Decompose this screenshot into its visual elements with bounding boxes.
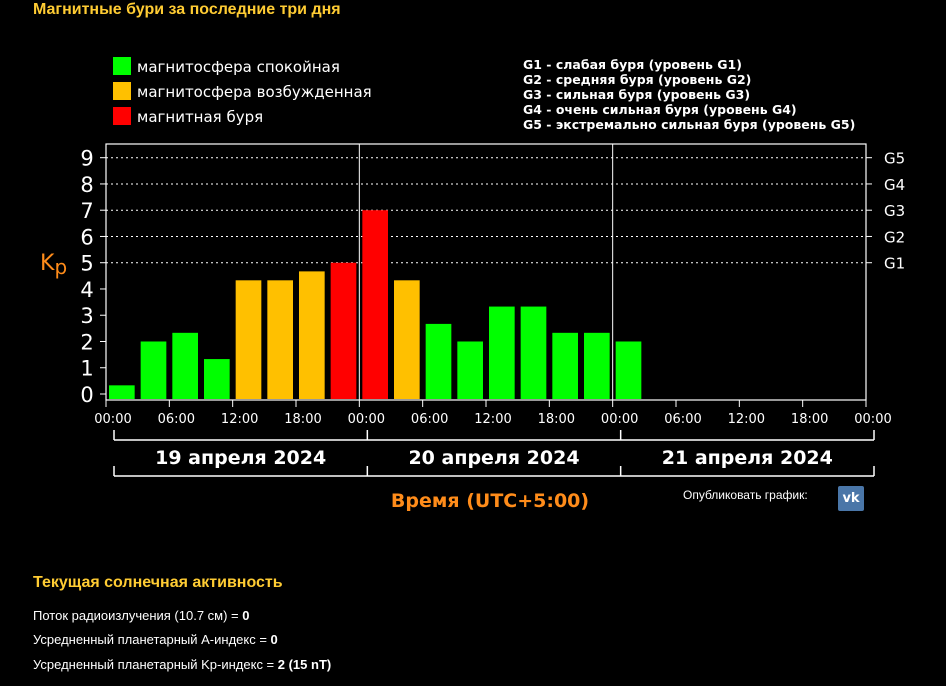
y-axis-label: Kp bbox=[40, 251, 67, 279]
g-level-label: G5 bbox=[884, 150, 905, 168]
day-label: 20 апреля 2024 bbox=[408, 447, 579, 469]
x-tick-label: 12:00 bbox=[474, 412, 511, 427]
legend-label-quiet: магнитосфера спокойная bbox=[137, 58, 340, 76]
kp-bar bbox=[235, 280, 262, 399]
radio-flux-label: Поток радиоизлучения (10.7 см) = bbox=[33, 608, 243, 623]
y-tick-label: 6 bbox=[80, 225, 93, 249]
solar-activity-title: Текущая солнечная активность bbox=[33, 574, 283, 591]
kp-bar bbox=[520, 306, 547, 399]
g-level-label: G1 bbox=[884, 255, 905, 273]
y-tick-label: 3 bbox=[80, 304, 93, 328]
day-label: 19 апреля 2024 bbox=[155, 447, 326, 469]
kp-bar bbox=[267, 280, 293, 399]
g-level-label: G2 bbox=[884, 228, 905, 246]
x-tick-label: 18:00 bbox=[538, 412, 575, 427]
day-label: 21 апреля 2024 bbox=[662, 447, 833, 469]
kp-bar bbox=[552, 332, 578, 399]
kp-bar bbox=[330, 262, 357, 399]
y-tick-label: 7 bbox=[80, 199, 93, 223]
vk-icon: vk bbox=[842, 491, 860, 506]
a-index-value: 0 bbox=[270, 632, 278, 647]
kp-bar bbox=[140, 341, 167, 399]
g-legend-item: G1 - слабая буря (уровень G1) bbox=[523, 57, 742, 72]
g-legend-item: G5 - экстремально сильная буря (уровень … bbox=[523, 117, 855, 132]
x-tick-label: 06:00 bbox=[158, 412, 195, 427]
kp-bar bbox=[362, 210, 388, 399]
kp-bar bbox=[109, 385, 135, 399]
y-tick-label: 1 bbox=[80, 357, 93, 381]
x-tick-label: 06:00 bbox=[664, 412, 701, 427]
vk-share-button[interactable]: vk bbox=[838, 486, 864, 511]
x-tick-label: 18:00 bbox=[284, 412, 321, 427]
kp-bar bbox=[457, 341, 483, 399]
g-level-label: G3 bbox=[884, 202, 905, 220]
x-tick-label: 00:00 bbox=[348, 412, 385, 427]
g-legend-item: G4 - очень сильная буря (уровень G4) bbox=[523, 102, 797, 117]
x-tick-label: 00:00 bbox=[601, 412, 638, 427]
kp-bar bbox=[615, 341, 642, 399]
x-tick-label: 12:00 bbox=[728, 412, 765, 427]
page-title: Магнитные бури за последние три дня bbox=[33, 1, 341, 18]
x-tick-label: 06:00 bbox=[411, 412, 448, 427]
legend-label-storm: магнитная буря bbox=[137, 108, 263, 126]
kp-bar bbox=[489, 306, 515, 399]
kp-bar bbox=[204, 359, 230, 399]
radio-flux-stat: Поток радиоизлучения (10.7 см) = 0 bbox=[33, 608, 249, 623]
x-tick-label: 18:00 bbox=[791, 412, 828, 427]
publish-chart-label: Опубликовать график: bbox=[683, 488, 808, 502]
a-index-label: Усредненный планетарный А-индекс = bbox=[33, 632, 271, 647]
kp-bar bbox=[425, 323, 452, 399]
legend-swatch-excited bbox=[113, 82, 131, 100]
kp-index-value: 2 (15 nT) bbox=[277, 657, 332, 672]
kp-bar bbox=[394, 280, 420, 399]
radio-flux-value: 0 bbox=[242, 608, 250, 623]
y-tick-label: 0 bbox=[80, 383, 93, 407]
x-tick-label: 00:00 bbox=[854, 412, 891, 427]
y-tick-label: 4 bbox=[80, 278, 93, 302]
kp-bar bbox=[172, 332, 198, 399]
g-legend-item: G2 - средняя буря (уровень G2) bbox=[523, 72, 751, 87]
kp-bar bbox=[299, 271, 325, 399]
y-tick-label: 9 bbox=[80, 147, 93, 171]
g-level-label: G4 bbox=[884, 176, 905, 194]
legend-label-excited: магнитосфера возбужденная bbox=[137, 83, 372, 101]
y-tick-label: 5 bbox=[80, 252, 93, 276]
y-tick-label: 8 bbox=[80, 173, 93, 197]
g-legend-item: G3 - сильная буря (уровень G3) bbox=[523, 87, 750, 102]
x-tick-label: 00:00 bbox=[94, 412, 131, 427]
kp-index-stat: Усредненный планетарный Kp-индекс = 2 (1… bbox=[33, 657, 331, 672]
a-index-stat: Усредненный планетарный А-индекс = 0 bbox=[33, 632, 278, 647]
x-axis-label: Время (UTC+5:00) bbox=[391, 490, 589, 512]
x-tick-label: 12:00 bbox=[221, 412, 258, 427]
legend-swatch-storm bbox=[113, 107, 131, 125]
kp-bar bbox=[584, 332, 610, 399]
y-tick-label: 2 bbox=[80, 330, 93, 354]
kp-index-label: Усредненный планетарный Kp-индекс = bbox=[33, 657, 278, 672]
legend-swatch-quiet bbox=[113, 57, 131, 75]
